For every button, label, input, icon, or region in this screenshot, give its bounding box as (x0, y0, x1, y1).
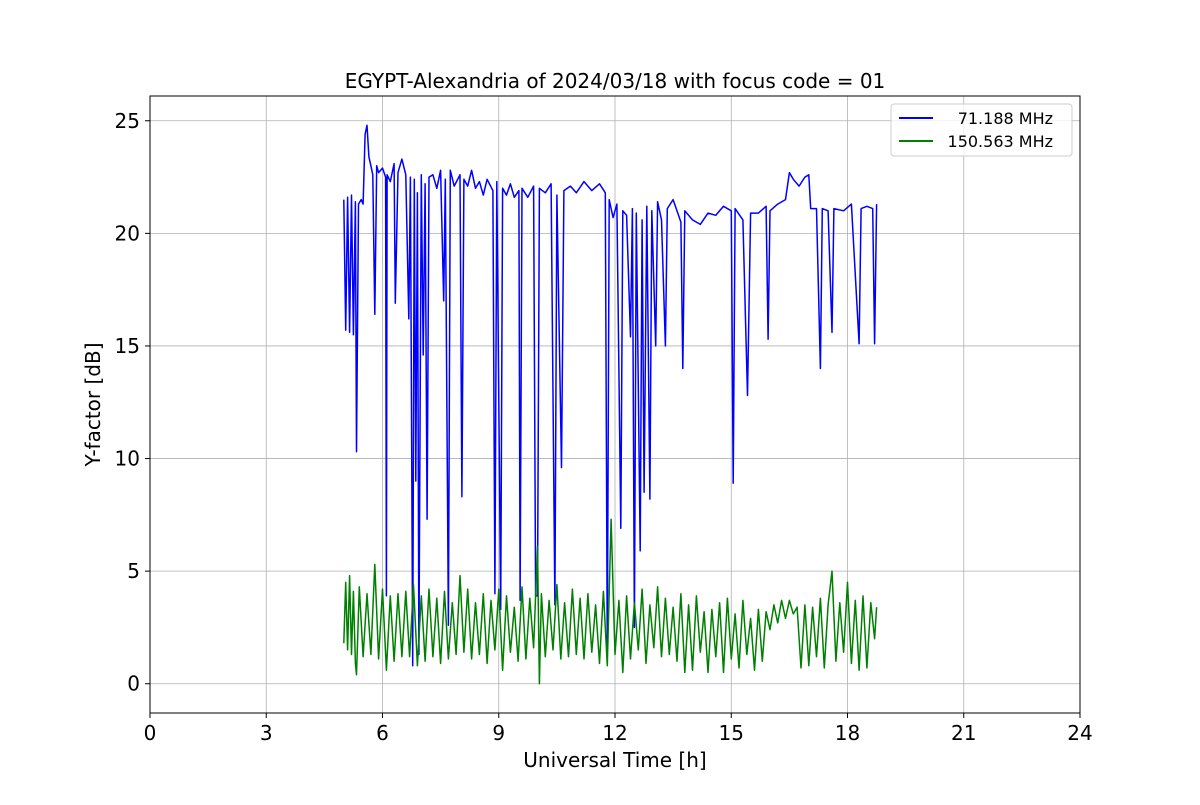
y-tick-label: 10 (115, 447, 140, 471)
y-tick-label: 5 (127, 559, 140, 583)
x-axis-title: Universal Time [h] (523, 748, 706, 772)
x-tick-label: 12 (602, 721, 627, 745)
y-tick-label: 20 (115, 221, 140, 245)
legend-label-71mhz: 71.188 MHz (958, 109, 1053, 128)
y-tick-label: 15 (115, 334, 140, 358)
x-tick-label: 6 (376, 721, 389, 745)
legend-box (890, 103, 1073, 157)
series-group (343, 124, 878, 685)
legend: 71.188 MHz 150.563 MHz (890, 103, 1073, 157)
series-line-1 (343, 518, 878, 685)
x-tick-label: 0 (144, 721, 157, 745)
y-tick-label: 25 (115, 109, 140, 133)
x-tick-label: 24 (1067, 721, 1092, 745)
legend-label-150mhz: 150.563 MHz (948, 132, 1053, 151)
x-tick-label: 3 (260, 721, 273, 745)
series-line-0 (343, 124, 878, 667)
grid (149, 96, 1081, 713)
axis-ticks: 0 3 6 9 12 15 18 21 24 0 5 10 15 20 25 (115, 109, 1093, 745)
y-tick-label: 0 (127, 672, 140, 696)
x-tick-label: 9 (492, 721, 505, 745)
x-tick-label: 21 (951, 721, 976, 745)
y-axis-title: Y-factor [dB] (81, 342, 105, 467)
x-tick-label: 15 (719, 721, 744, 745)
x-tick-label: 18 (835, 721, 860, 745)
chart-title: EGYPT-Alexandria of 2024/03/18 with focu… (345, 69, 886, 93)
